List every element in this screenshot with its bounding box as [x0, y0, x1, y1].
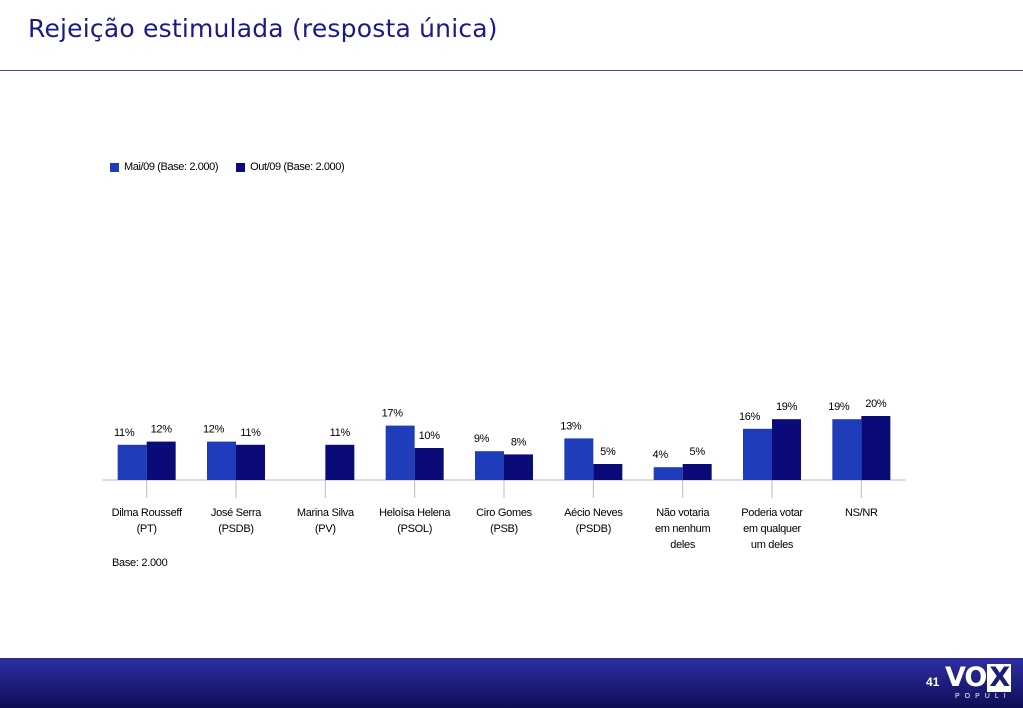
category-label: Ciro Gomes — [476, 507, 532, 519]
bar-series-1 — [653, 467, 683, 480]
legend-swatch-series-2 — [236, 162, 246, 172]
data-label: 11% — [330, 427, 351, 439]
category-label: deles — [670, 539, 696, 551]
data-label: 20% — [865, 398, 887, 410]
legend-label-series-1: Mai/09 (Base: 2.000) — [124, 161, 219, 173]
bar-series-2 — [146, 441, 176, 480]
bar-series-1 — [743, 428, 772, 480]
data-label: 16% — [739, 411, 761, 423]
page-number: 41 — [926, 675, 940, 689]
bar-series-2 — [772, 419, 801, 480]
base-note: Base: 2.000 — [112, 557, 168, 569]
category-label: Aécio Neves — [564, 507, 623, 519]
category-label: (PT) — [137, 523, 157, 535]
title-divider — [0, 70, 1023, 71]
data-label: 4% — [653, 449, 669, 461]
data-label: 9% — [474, 433, 490, 445]
chart-legend: Mai/09 (Base: 2.000) Out/09 (Base: 2.000… — [110, 161, 345, 173]
category-label: em qualquer — [743, 523, 801, 535]
category-label: um deles — [751, 539, 794, 551]
legend-label-series-2: Out/09 (Base: 2.000) — [250, 161, 345, 173]
data-label: 19% — [776, 401, 798, 413]
category-label: Marina Silva — [297, 507, 355, 519]
bar-series-1 — [475, 451, 504, 480]
vox-populi-logo: VO X POPULI — [945, 664, 1017, 704]
data-label: 10% — [419, 430, 441, 442]
data-label: 5% — [600, 446, 616, 458]
bar-series-2 — [504, 454, 533, 480]
category-label: Heloísa Helena — [379, 507, 451, 519]
data-label: 19% — [828, 401, 850, 413]
bar-series-2 — [414, 448, 444, 480]
data-label: 11% — [114, 427, 135, 439]
category-label: Não votaria — [656, 507, 710, 519]
bar-series-2 — [236, 444, 265, 480]
data-label: 11% — [240, 427, 261, 439]
category-label: (PV) — [315, 523, 336, 535]
bar-series-2 — [861, 416, 891, 480]
category-label: (PSDB) — [218, 523, 253, 535]
data-label: 17% — [382, 408, 404, 420]
category-label: Poderia votar — [741, 507, 803, 519]
data-label: 8% — [511, 436, 527, 448]
bar-series-2 — [682, 464, 712, 480]
category-label: em nenhum — [655, 523, 711, 535]
bar-series-1 — [564, 438, 594, 480]
category-label: José Serra — [211, 507, 262, 519]
data-label: 5% — [690, 446, 706, 458]
page-title: Rejeição estimulada (resposta única) — [28, 14, 498, 43]
bar-series-1 — [117, 444, 147, 480]
logo-main-text: VO X — [945, 662, 1012, 693]
category-label: (PSB) — [490, 523, 518, 535]
category-label: (PSDB) — [576, 523, 611, 535]
bar-series-2 — [593, 464, 623, 480]
bar-series-1 — [207, 441, 236, 480]
legend-item-series-2: Out/09 (Base: 2.000) — [236, 161, 345, 173]
data-label: 13% — [560, 420, 582, 432]
data-label: 12% — [151, 424, 173, 436]
category-label: Dilma Rousseff — [112, 507, 183, 519]
legend-item-series-1: Mai/09 (Base: 2.000) — [110, 161, 219, 173]
legend-swatch-series-1 — [110, 162, 119, 172]
bar-series-1 — [385, 425, 415, 480]
bar-series-2 — [325, 444, 355, 480]
logo-vo: VO — [945, 662, 987, 693]
bar-series-1 — [832, 419, 862, 480]
footer-bar — [0, 658, 1023, 708]
category-label: (PSOL) — [397, 523, 432, 535]
logo-x: X — [987, 662, 1012, 693]
category-label: NS/NR — [845, 507, 878, 519]
data-label: 12% — [203, 424, 225, 436]
logo-sub-text: POPULI — [955, 693, 1011, 700]
